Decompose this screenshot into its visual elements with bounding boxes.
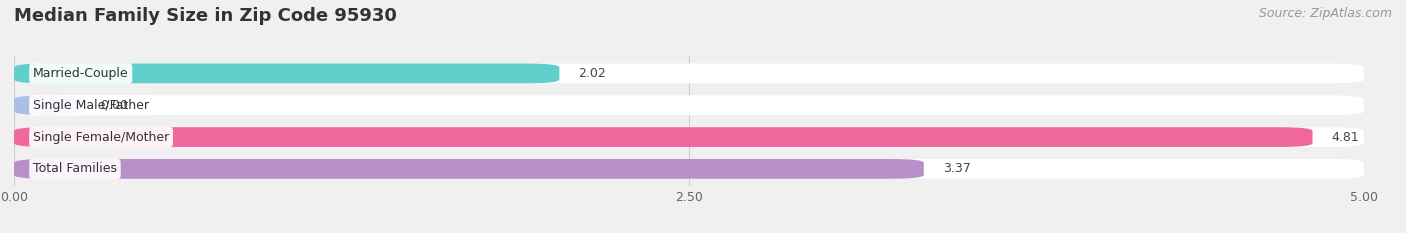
FancyBboxPatch shape (14, 159, 1364, 179)
FancyBboxPatch shape (14, 64, 560, 83)
Text: Married-Couple: Married-Couple (32, 67, 128, 80)
Text: Source: ZipAtlas.com: Source: ZipAtlas.com (1258, 7, 1392, 20)
Text: Single Female/Mother: Single Female/Mother (32, 130, 169, 144)
Text: 3.37: 3.37 (942, 162, 970, 175)
Text: 2.02: 2.02 (578, 67, 606, 80)
Text: Median Family Size in Zip Code 95930: Median Family Size in Zip Code 95930 (14, 7, 396, 25)
Text: Total Families: Total Families (32, 162, 117, 175)
FancyBboxPatch shape (14, 159, 924, 179)
Text: 4.81: 4.81 (1331, 130, 1360, 144)
FancyBboxPatch shape (14, 64, 1364, 83)
Text: 0.00: 0.00 (100, 99, 128, 112)
FancyBboxPatch shape (14, 95, 1364, 115)
Text: Single Male/Father: Single Male/Father (32, 99, 149, 112)
FancyBboxPatch shape (14, 127, 1364, 147)
FancyBboxPatch shape (14, 95, 82, 115)
FancyBboxPatch shape (14, 127, 1313, 147)
